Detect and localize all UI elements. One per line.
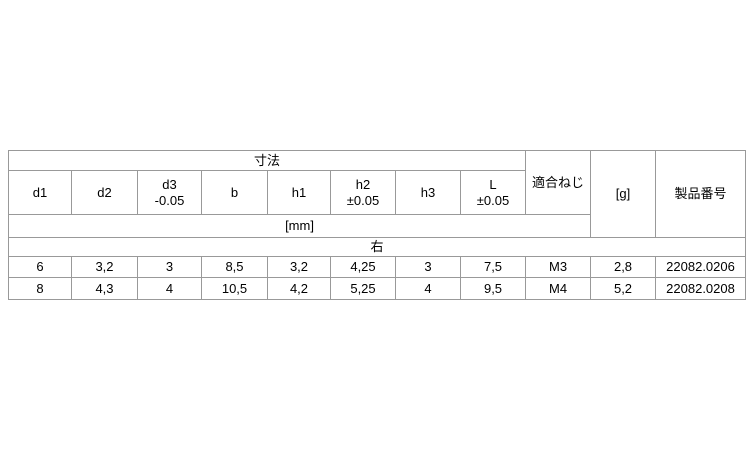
cell-d1: 8 xyxy=(8,277,72,300)
col-header-title: L xyxy=(489,177,497,193)
col-header-h3: h3 xyxy=(395,170,461,215)
cell-d2: 4,3 xyxy=(71,277,138,300)
section-row: 右 xyxy=(7,237,747,257)
unit-row: [mm] xyxy=(7,214,746,238)
cell-d1: 6 xyxy=(8,256,72,278)
cell-L: 7,5 xyxy=(459,256,527,278)
weight-column-header: [g] xyxy=(590,150,657,238)
col-header-h1: h1 xyxy=(267,170,331,215)
cell-b: 10,5 xyxy=(201,277,268,300)
cell-b: 8,5 xyxy=(201,256,268,278)
dimensions-group-header: 寸法 xyxy=(7,150,527,171)
col-header-title: d3 xyxy=(162,177,177,193)
cell-h1: 3,2 xyxy=(267,256,331,278)
cell-L: 9,5 xyxy=(459,277,527,300)
cell-d2: 3,2 xyxy=(71,256,138,278)
cell-h3: 4 xyxy=(395,277,461,300)
cell-product-number: 22082.0206 xyxy=(655,256,747,278)
cell-d3: 4 xyxy=(137,277,202,300)
cell-h1: 4,2 xyxy=(267,277,331,300)
product-number-column-header: 製品番号 xyxy=(655,150,747,238)
col-header-tolerance: -0.05 xyxy=(154,192,185,208)
group-header-row: 寸法 適合ねじ [g] 製品番号 xyxy=(7,150,747,238)
section-label-cell: 右 xyxy=(7,237,747,257)
col-header-title: h2 xyxy=(355,177,371,193)
cell-screw: M4 xyxy=(525,277,592,300)
table-row: 8 4,3 4 10,5 4,2 5,25 4 9,5 M4 5,2 22082… xyxy=(8,277,747,300)
col-header-title: b xyxy=(230,184,239,200)
col-header-title: d1 xyxy=(32,184,48,200)
table-row: 6 3,2 3 8,5 3,2 4,25 3 7,5 M3 2,8 22082.… xyxy=(8,256,747,278)
col-header-title: d2 xyxy=(97,184,112,200)
col-header-d1: d1 xyxy=(8,170,72,215)
cell-h3: 3 xyxy=(395,256,461,278)
col-header-L: L ±0.05 xyxy=(459,170,527,215)
col-header-tolerance: ±0.05 xyxy=(476,192,510,208)
col-header-b: b xyxy=(201,170,268,215)
col-header-title: h1 xyxy=(291,184,307,200)
unit-cell: [mm] xyxy=(7,214,592,238)
cell-d3: 3 xyxy=(137,256,202,278)
cell-screw: M3 xyxy=(525,256,592,278)
screw-column-header: 適合ねじ xyxy=(525,150,592,215)
col-header-tolerance: ±0.05 xyxy=(346,192,380,208)
cell-weight: 2,8 xyxy=(590,256,657,278)
col-header-title: h3 xyxy=(420,184,436,200)
cell-product-number: 22082.0208 xyxy=(655,277,747,300)
spec-table: 寸法 適合ねじ [g] 製品番号 d1 d2 d3 -0.05 b h1 h2 ±0… xyxy=(7,150,747,300)
col-header-d2: d2 xyxy=(71,170,138,215)
col-header-d3: d3 -0.05 xyxy=(137,170,202,215)
cell-h2: 4,25 xyxy=(330,256,396,278)
cell-weight: 5,2 xyxy=(590,277,657,300)
cell-h2: 5,25 xyxy=(330,277,396,300)
col-header-h2: h2 ±0.05 xyxy=(330,170,396,215)
spec-table-container: 寸法 適合ねじ [g] 製品番号 d1 d2 d3 -0.05 b h1 h2 ±0… xyxy=(7,150,747,300)
